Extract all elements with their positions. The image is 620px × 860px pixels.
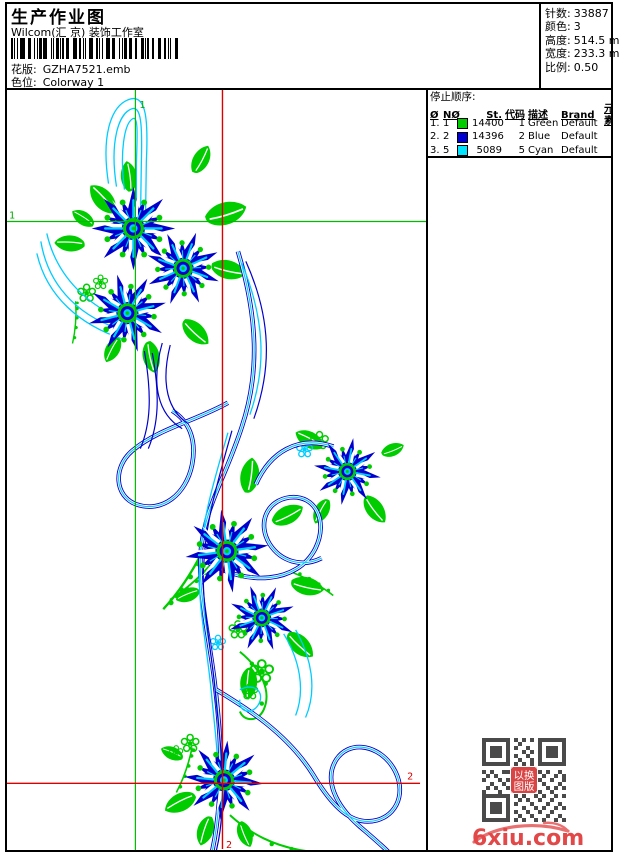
barcode xyxy=(11,38,179,59)
qr-code: 以换 图版 xyxy=(482,738,566,822)
design-stats-panel: 针数:33887 颜色:3 高度:514.5 mm 宽度:233.3 mm 比例… xyxy=(539,4,620,88)
dot-flower xyxy=(93,274,109,290)
production-sheet: 生产作业图 Wilcom(汇 京) 装饰工作室 花版: GZHA7521.emb … xyxy=(5,2,620,852)
vine xyxy=(229,814,307,850)
site-watermark: 6xiu.com xyxy=(470,820,584,850)
seal-text-line1: 以换 xyxy=(514,769,535,782)
flower xyxy=(178,502,276,600)
colorway-label: 色位: xyxy=(11,76,37,89)
col-description: 描述 xyxy=(528,110,548,121)
vine xyxy=(238,651,268,721)
pattern-label: 花版: xyxy=(11,63,37,76)
leaf xyxy=(379,439,407,461)
fern-sprig xyxy=(54,299,96,345)
pattern-row: 花版: GZHA7521.emb xyxy=(11,61,131,77)
stop-sequence-title: 停止顺序: xyxy=(430,91,476,103)
col-needle: NØ xyxy=(443,110,460,121)
stat-colors: 颜色: 3 xyxy=(545,20,581,34)
stop-sequence-table: 停止顺序: Ø NØ St. 代码 描述 Brand 元素 1. 1 14400… xyxy=(428,90,611,158)
col-number: Ø xyxy=(430,110,439,121)
color-swatch xyxy=(457,131,468,143)
stop-sequence-header-row: Ø NØ St. 代码 描述 Brand 元素 xyxy=(430,104,611,127)
col-brand: Brand xyxy=(561,110,595,121)
stat-scale: 比例: 0.50 xyxy=(545,60,599,74)
colorway-value: Colorway 1 xyxy=(42,76,105,89)
guide-markers-group: 1 1 2 2 xyxy=(7,90,426,850)
stat-height: 高度:514.5 mm xyxy=(545,33,620,47)
sheet-body: 1 1 2 2 停止顺序: Ø NØ St. 代码 描述 Brand 元素 xyxy=(7,90,611,850)
table-row: 1. 1 14400 1 Green Default xyxy=(430,117,598,130)
start-marker-label-left: 1 xyxy=(9,210,15,221)
studio-name: Wilcom(汇 京) 装饰工作室 xyxy=(11,26,144,39)
pattern-value: GZHA7521.emb xyxy=(42,63,131,76)
col-stitches: St. xyxy=(486,110,502,121)
leaf xyxy=(186,141,217,178)
design-area: 1 1 2 2 xyxy=(7,90,428,850)
leaf xyxy=(176,313,215,352)
side-panel: 停止顺序: Ø NØ St. 代码 描述 Brand 元素 1. 1 14400… xyxy=(428,90,611,850)
color-swatch xyxy=(457,118,468,130)
table-row: 3. 5 5089 5 Cyan Default xyxy=(430,144,598,157)
colorway-row: 色位: Colorway 1 xyxy=(11,74,104,90)
col-code: 代码 xyxy=(505,110,525,121)
sheet-header: 生产作业图 Wilcom(汇 京) 装饰工作室 花版: GZHA7521.emb … xyxy=(7,4,620,90)
watermark-swoosh xyxy=(472,821,570,844)
leaf xyxy=(358,490,392,529)
watermark-text: 6xiu.com xyxy=(472,826,585,850)
green-details-group xyxy=(54,274,335,850)
table-row: 2. 2 14396 2 Blue Default xyxy=(430,131,598,143)
seal-text-line2: 图版 xyxy=(514,780,535,793)
col-element: 元素 xyxy=(604,104,611,127)
start-marker-label-top: 1 xyxy=(139,100,145,111)
page-title: 生产作业图 xyxy=(11,8,106,28)
leaf xyxy=(281,626,320,665)
leaf xyxy=(160,786,200,819)
stat-width: 宽度:233.3 mm xyxy=(545,47,620,61)
leaf xyxy=(201,196,251,231)
qr-center-seal: 以换 图版 xyxy=(511,767,537,793)
leaf xyxy=(68,204,98,232)
color-swatch xyxy=(457,145,468,157)
stat-stitches: 针数: 33887 xyxy=(545,7,609,20)
flowers-group xyxy=(77,185,388,825)
leaf xyxy=(53,233,87,254)
dot-flower xyxy=(180,733,200,753)
embroidery-design-canvas: 1 1 2 2 xyxy=(7,90,426,850)
end-marker-label-bottom: 2 xyxy=(226,840,232,850)
end-marker-label-right: 2 xyxy=(407,771,413,782)
